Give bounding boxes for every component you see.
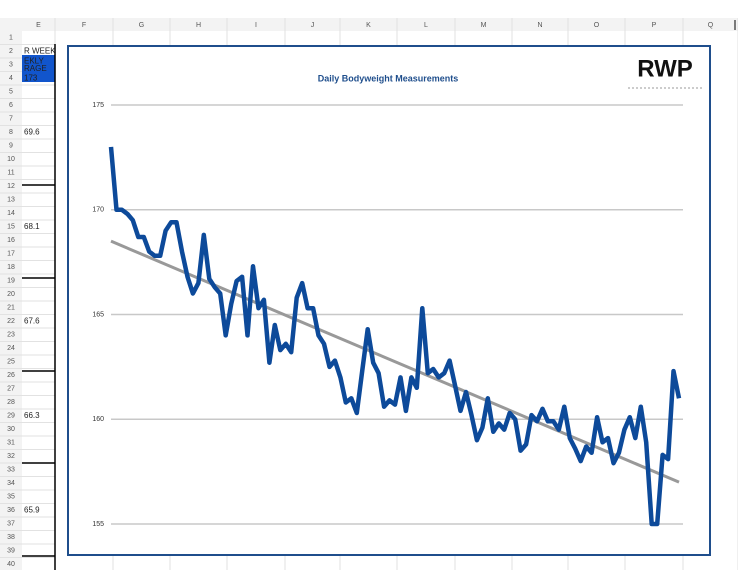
column-header: Q (708, 22, 714, 29)
row-header: 9 (9, 143, 13, 150)
cell-text: EKLY (24, 56, 45, 65)
row-header: 30 (7, 426, 15, 433)
row-header: 29 (7, 413, 15, 420)
column-header: G (139, 22, 144, 29)
row-header: 15 (7, 224, 15, 231)
cell-text: 69.6 (24, 127, 40, 136)
row-header: 14 (7, 210, 15, 217)
row-header: 5 (9, 89, 13, 96)
cell-text: 67.6 (24, 316, 40, 325)
row-header: 40 (7, 561, 15, 568)
row-header: 32 (7, 453, 15, 460)
row-header: 11 (7, 170, 14, 177)
row-header: 22 (7, 318, 15, 325)
row-header: 34 (7, 480, 15, 487)
row-header: 16 (7, 237, 15, 244)
row-header: 17 (7, 251, 15, 258)
cell-text: 173 (24, 73, 38, 82)
group-borders (22, 184, 55, 557)
cell-text: RAGE (24, 64, 47, 73)
column-header: M (481, 22, 487, 29)
data-line (108, 146, 682, 527)
row-header: 33 (7, 467, 15, 474)
row-header: 25 (7, 359, 15, 366)
row-header: 24 (7, 345, 15, 352)
row-header: 6 (9, 102, 13, 109)
column-header: I (255, 22, 257, 29)
row-header: 26 (7, 372, 15, 379)
y-tick-label: 155 (92, 521, 104, 528)
y-tick-label: 160 (92, 416, 104, 423)
row-header: 2 (9, 48, 13, 55)
row-header: 20 (7, 291, 15, 298)
cell-text: 66.3 (24, 411, 40, 420)
row-header: 36 (7, 507, 15, 514)
row-header: 1 (9, 35, 13, 42)
column-header: H (196, 22, 201, 29)
column-header: P (652, 22, 657, 29)
y-tick-label: 175 (92, 102, 104, 109)
row-header: 39 (7, 548, 15, 555)
row-header: 37 (7, 521, 15, 528)
row-header: 21 (7, 305, 15, 312)
row-header: 13 (7, 197, 15, 204)
y-tick-label: 170 (92, 207, 104, 214)
row-header: 19 (7, 278, 15, 285)
y-tick-label: 165 (92, 311, 104, 318)
row-header: 7 (9, 116, 13, 123)
logo: RWP (637, 55, 693, 82)
column-header: J (311, 22, 315, 29)
row-header: 18 (7, 264, 15, 271)
row-header: 4 (9, 75, 13, 82)
cell-text: 65.9 (24, 505, 40, 514)
row-header: 23 (7, 332, 15, 339)
chart-frame[interactable] (67, 45, 711, 556)
trend-line (110, 239, 680, 484)
column-header: O (594, 22, 600, 29)
row-header: 12 (7, 183, 15, 190)
row-header: 31 (7, 440, 15, 447)
row-header: 35 (7, 494, 15, 501)
row-header: 28 (7, 399, 15, 406)
column-header: F (82, 22, 86, 29)
row-header: 38 (7, 534, 15, 541)
row-header: 8 (9, 129, 13, 136)
row-header: 27 (7, 386, 15, 393)
row-header: 3 (9, 62, 13, 69)
column-header: K (366, 22, 371, 29)
column-header: L (424, 22, 428, 29)
cell-text: R WEEK (24, 46, 56, 55)
chart-title: Daily Bodyweight Measurements (318, 73, 459, 83)
column-header-bar (0, 18, 738, 31)
header-cell (22, 55, 55, 82)
cell-text: 68.1 (24, 222, 40, 231)
column-header: N (537, 22, 542, 29)
row-header: 10 (7, 156, 15, 163)
column-header: E (36, 22, 41, 29)
